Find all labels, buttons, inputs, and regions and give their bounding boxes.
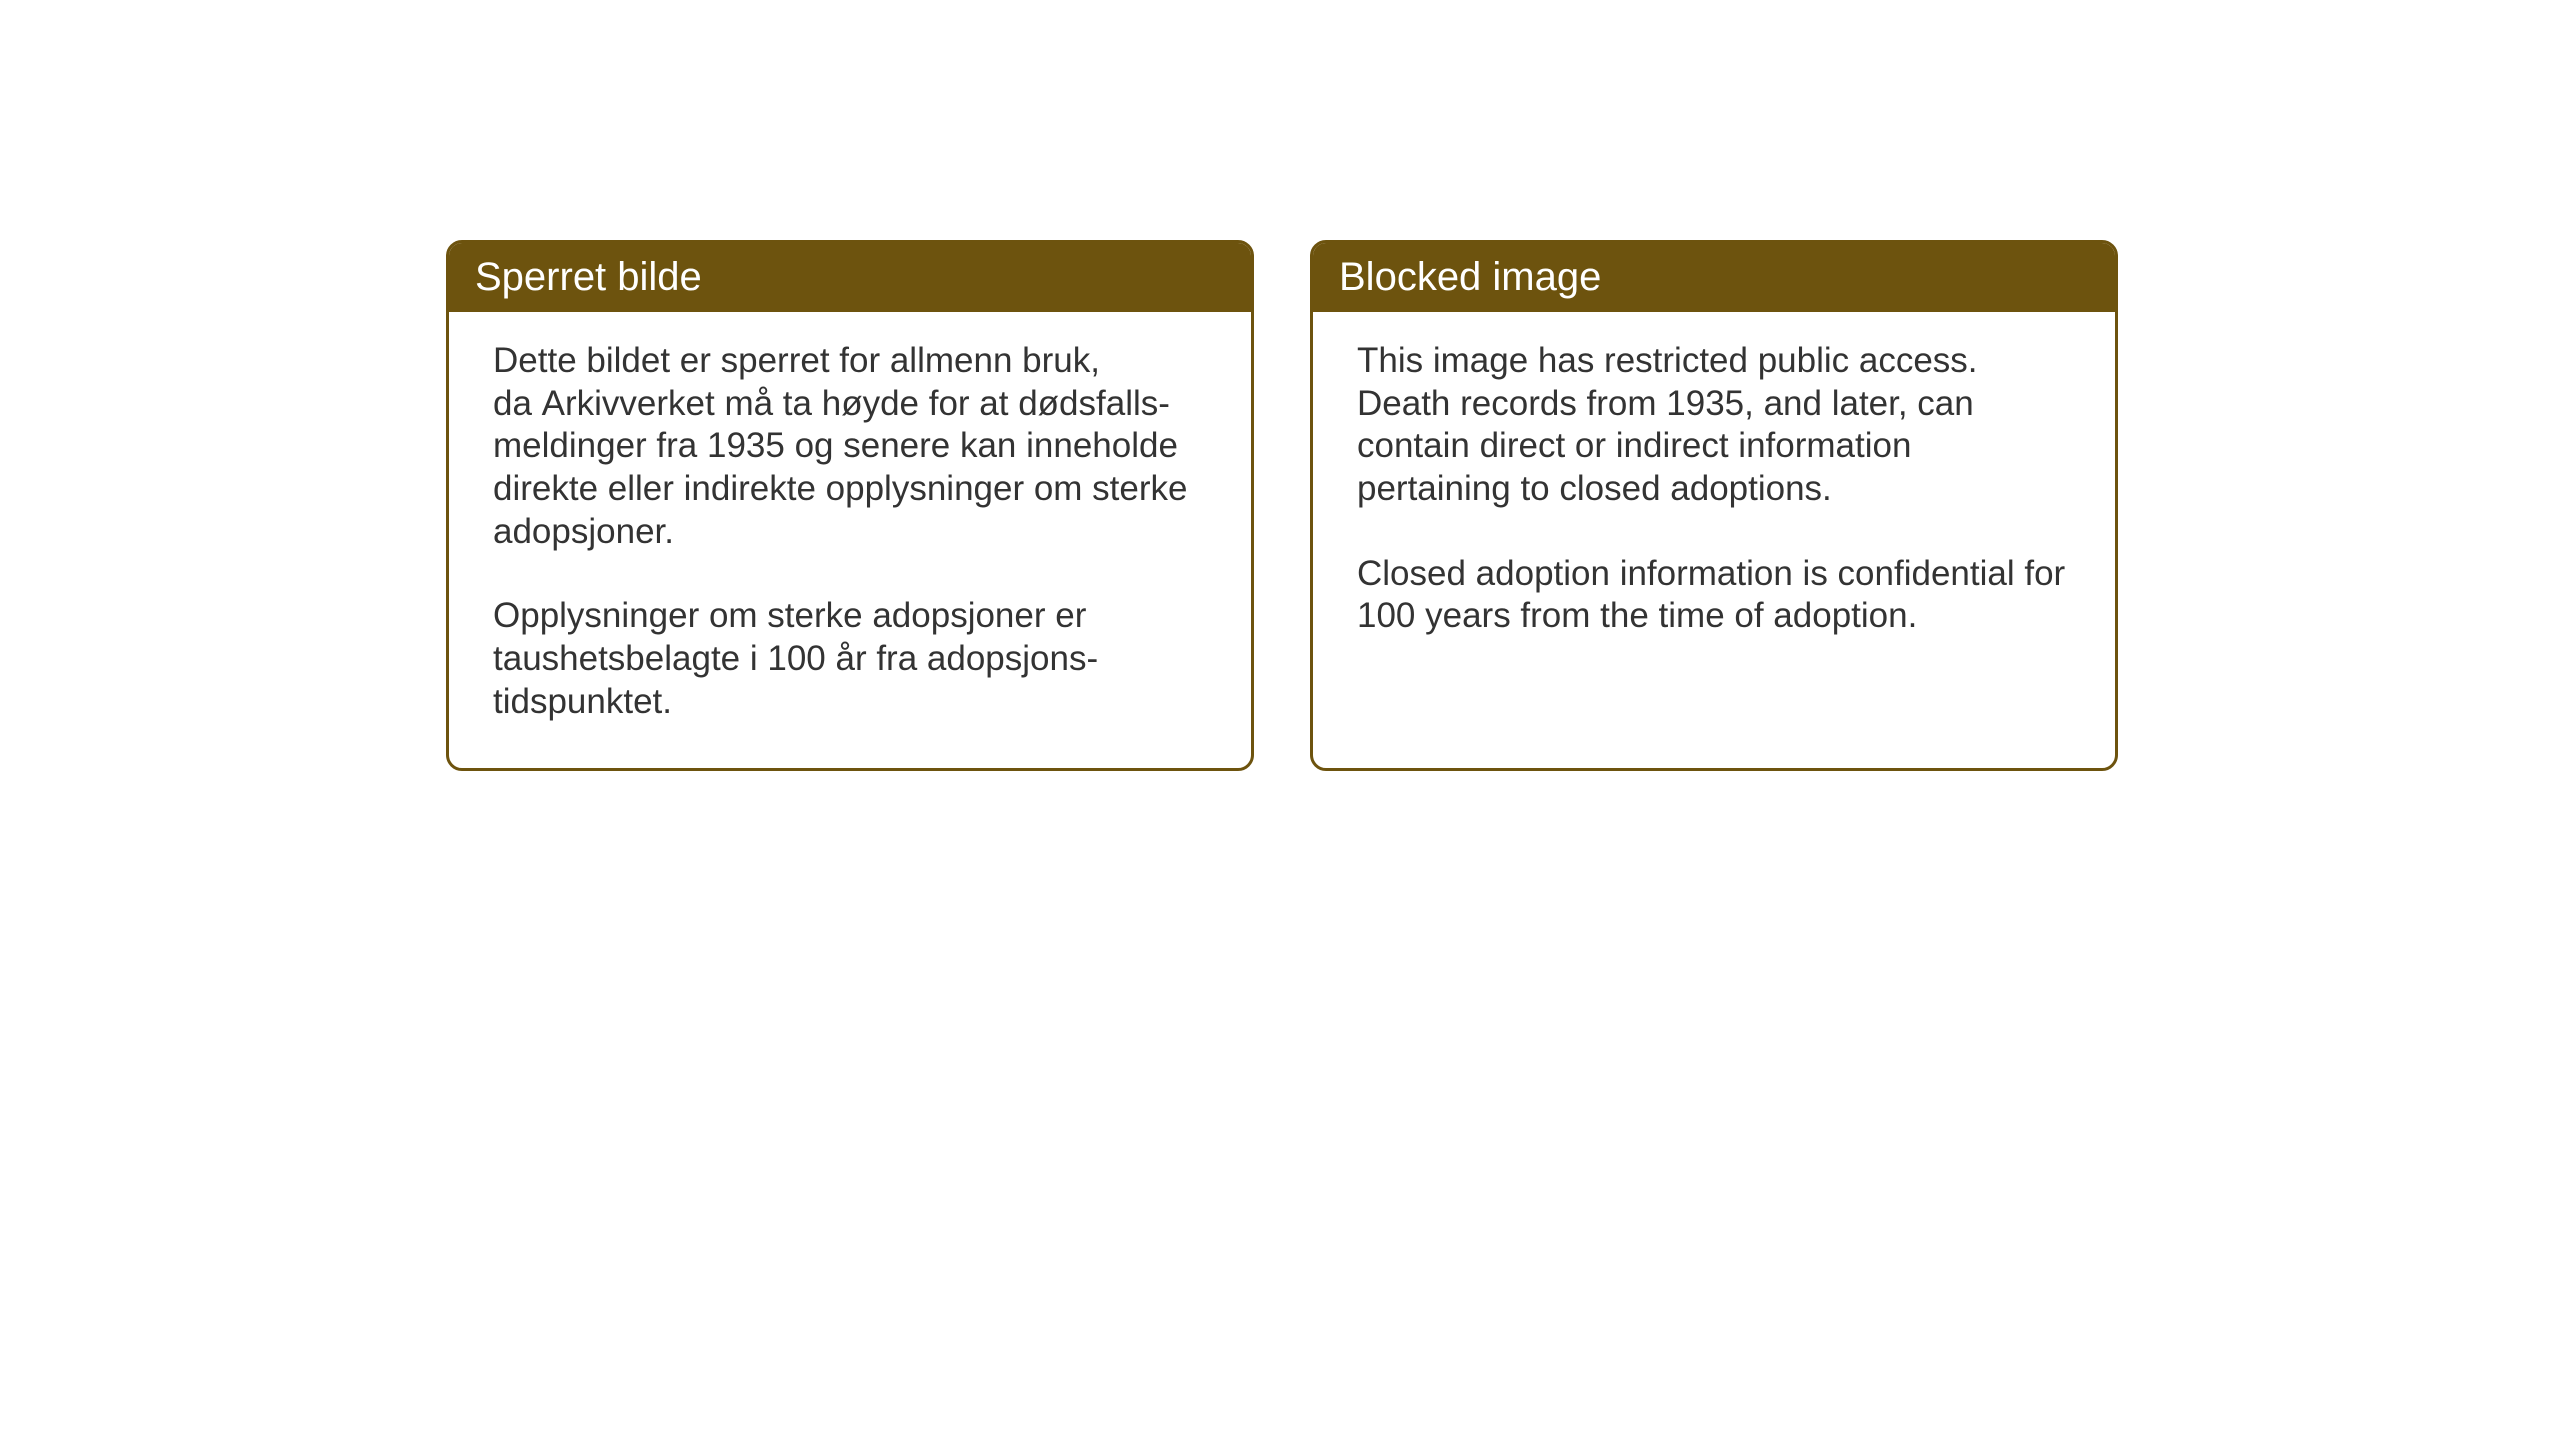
card-body-english: This image has restricted public access.… [1313,312,2115,682]
card-title-english: Blocked image [1339,255,1601,299]
card-english: Blocked image This image has restricted … [1310,240,2118,771]
card-paragraph-1-norwegian: Dette bildet er sperret for allmenn bruk… [493,340,1207,553]
card-header-norwegian: Sperret bilde [449,243,1251,312]
card-paragraph-2-english: Closed adoption information is confident… [1357,553,2071,638]
card-norwegian: Sperret bilde Dette bildet er sperret fo… [446,240,1254,771]
card-title-norwegian: Sperret bilde [475,255,702,299]
cards-container: Sperret bilde Dette bildet er sperret fo… [446,240,2118,771]
card-header-english: Blocked image [1313,243,2115,312]
card-paragraph-1-english: This image has restricted public access.… [1357,340,2071,511]
card-body-norwegian: Dette bildet er sperret for allmenn bruk… [449,312,1251,768]
card-paragraph-2-norwegian: Opplysninger om sterke adopsjoner er tau… [493,595,1207,723]
